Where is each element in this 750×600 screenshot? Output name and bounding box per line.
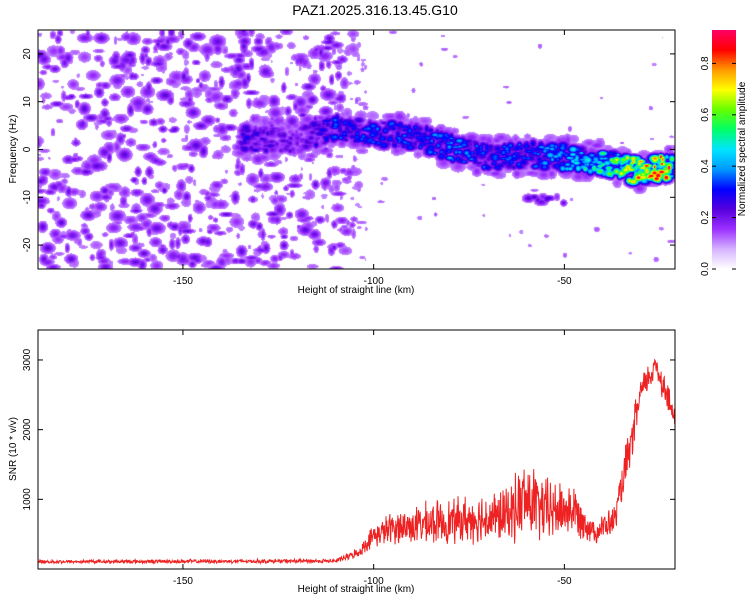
snr-y-tick-label: 1000 (22, 488, 33, 511)
snr-panel: -150 -100 -50 1000 2000 3000 Height of strai… (8, 329, 676, 595)
heatmap-x-tick-label: -150 (173, 276, 193, 287)
snr-y-tick-label: 2000 (22, 418, 33, 441)
heatmap-panel: -150 -100 -50 20 10 0 -10 -20 Height of straig… (8, 29, 676, 296)
page-title: PAZ1.2025.316.13.45.G10 (292, 2, 458, 18)
colorbar-tick-label: 0.4 (700, 159, 711, 173)
snr-y-ticks: 1000 2000 3000 (22, 348, 675, 510)
heatmap-y-tick-label: -10 (22, 190, 33, 205)
heatmap-y-tick-label: 10 (22, 96, 33, 108)
snr-series-line (37, 358, 676, 566)
heatmap-y-axis-label: Frequency (Hz) (8, 115, 19, 184)
heatmap-x-ticks: -150 -100 -50 (173, 30, 572, 287)
snr-frame (37, 329, 676, 570)
colorbar: 0.0 0.2 0.4 0.6 0.8 Normalized spectral ampl… (700, 30, 748, 276)
snr-x-tick-label: -50 (557, 576, 572, 587)
heatmap-x-axis-label: Height of straight line (km) (298, 285, 415, 296)
heatmap-x-tick-label: -100 (364, 276, 384, 287)
heatmap-y-tick-label: 20 (22, 48, 33, 60)
snr-y-tick-label: 3000 (22, 348, 33, 371)
colorbar-tick-label: 0.2 (700, 210, 711, 224)
colorbar-tick-label: 0.8 (700, 56, 711, 70)
snr-x-ticks: -150 -100 -50 (173, 330, 572, 587)
snr-x-axis-label: Height of straight line (km) (298, 584, 415, 595)
colorbar-gradient (712, 30, 736, 269)
snr-y-axis-label: SNR (10 * v/v) (8, 417, 19, 481)
snr-x-tick-label: -100 (364, 576, 384, 587)
heatmap-image (38, 30, 675, 269)
colorbar-label: Normalized spectral amplitude (737, 81, 748, 216)
heatmap-y-tick-label: -20 (22, 237, 33, 252)
colorbar-tick-label: 0.6 (700, 107, 711, 121)
heatmap-x-tick-label: -50 (557, 276, 572, 287)
heatmap-y-ticks: 20 10 0 -10 -20 (22, 48, 675, 252)
colorbar-tick-label: 0.0 (700, 262, 711, 276)
heatmap-y-tick-label: 0 (22, 146, 33, 152)
snr-x-tick-label: -150 (173, 576, 193, 587)
colorbar-ticks: 0.0 0.2 0.4 0.6 0.8 (700, 56, 736, 276)
